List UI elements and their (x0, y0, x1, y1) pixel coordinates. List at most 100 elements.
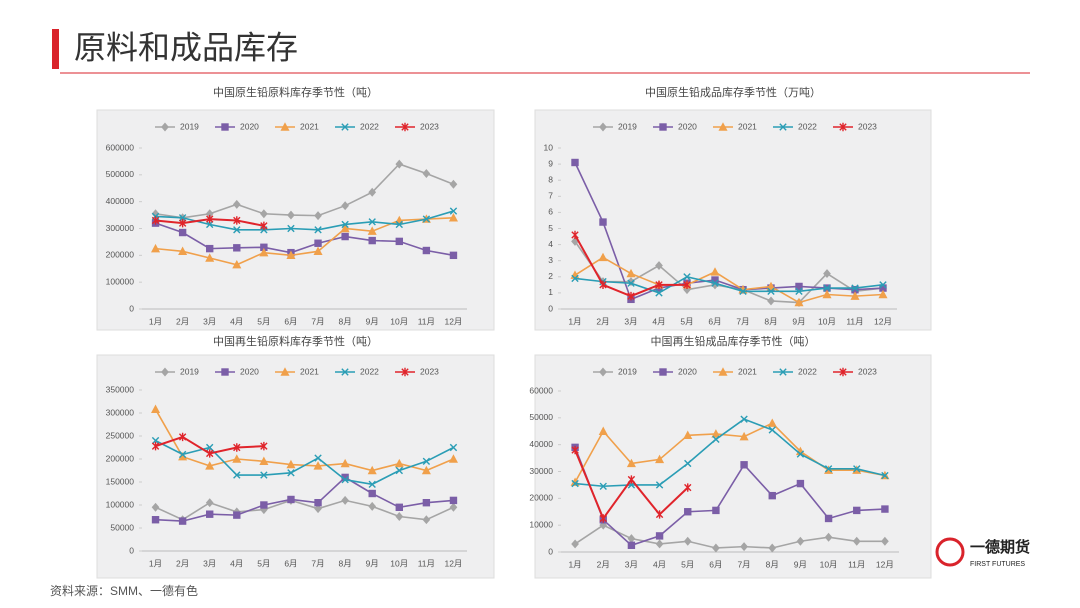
marker (599, 482, 607, 490)
marker (712, 506, 720, 515)
marker (684, 459, 692, 468)
marker (655, 481, 664, 489)
x-tick-label: 2月 (176, 558, 189, 568)
legend-label: 2019 (618, 366, 637, 376)
y-tick-label: 300000 (106, 407, 135, 417)
logo-name: 一德期货 (970, 538, 1030, 556)
marker (395, 512, 404, 521)
marker (178, 228, 187, 237)
x-tick-label: 5月 (257, 558, 270, 568)
marker (711, 279, 719, 287)
marker (599, 218, 607, 226)
marker (768, 426, 776, 434)
marker (286, 250, 296, 260)
marker (341, 220, 349, 229)
x-tick-label: 2月 (597, 559, 610, 569)
marker (341, 201, 349, 211)
marker (739, 431, 749, 441)
x-tick-label: 6月 (709, 559, 722, 569)
x-tick-label: 7月 (311, 558, 324, 568)
y-tick-label: 0 (548, 303, 553, 313)
y-tick-label: 350000 (106, 384, 135, 394)
x-tick-label: 2月 (176, 316, 189, 326)
marker (368, 480, 376, 488)
legend-marker (221, 368, 229, 376)
x-tick-label: 7月 (311, 316, 324, 326)
legend-label: 2023 (420, 366, 439, 376)
marker (655, 532, 664, 540)
x-tick-label: 1月 (149, 558, 162, 568)
legend-label: 2020 (240, 121, 259, 131)
x-tick-label: 12月 (874, 316, 892, 326)
chart-panel (96, 354, 495, 579)
x-tick-label: 9月 (794, 559, 807, 569)
marker (367, 226, 377, 235)
marker (599, 514, 607, 523)
marker (233, 226, 241, 234)
marker (233, 471, 241, 479)
y-tick-label: 10 (544, 142, 554, 152)
marker (655, 261, 663, 270)
marker (683, 280, 691, 290)
x-tick-label: 8月 (339, 316, 352, 326)
x-tick-label: 4月 (652, 316, 665, 326)
series-line (155, 499, 454, 521)
legend-label: 2022 (798, 366, 817, 376)
y-tick-label: 300000 (106, 223, 135, 233)
marker (340, 223, 350, 233)
marker (449, 251, 458, 260)
legend-marker (401, 367, 409, 377)
marker (767, 296, 775, 306)
marker (571, 274, 579, 283)
x-tick-label: 5月 (680, 316, 693, 326)
marker (260, 501, 268, 509)
x-tick-label: 8月 (766, 559, 779, 569)
y-tick-label: 250000 (106, 430, 135, 440)
legend-marker (161, 122, 169, 132)
x-tick-label: 11月 (418, 316, 435, 326)
marker (683, 536, 692, 546)
x-tick-label: 10月 (818, 316, 836, 326)
marker (655, 539, 664, 549)
marker (206, 244, 214, 253)
legend-label: 2021 (300, 121, 319, 131)
legend-marker (401, 122, 409, 132)
y-tick-label: 40000 (529, 439, 553, 449)
x-tick-label: 3月 (624, 316, 637, 326)
x-tick-label: 1月 (568, 559, 581, 569)
legend-label: 2021 (300, 366, 319, 376)
marker (313, 246, 323, 256)
marker (313, 461, 323, 470)
logo-en: FIRST FUTURES (970, 561, 1025, 568)
marker (287, 210, 295, 220)
marker (881, 471, 889, 480)
legend-marker (659, 368, 667, 376)
y-tick-label: 0 (548, 546, 553, 556)
series-line (155, 210, 454, 231)
marker (206, 510, 214, 518)
marker (287, 469, 295, 477)
marker (314, 454, 322, 462)
x-tick-label: 2月 (596, 316, 609, 326)
marker (233, 244, 241, 252)
marker (260, 441, 268, 451)
legend-marker (341, 123, 349, 131)
marker (260, 209, 268, 219)
x-tick-label: 10月 (820, 559, 838, 569)
marker (449, 179, 458, 189)
legend-marker (280, 122, 290, 131)
marker (850, 291, 860, 300)
x-tick-label: 1月 (149, 316, 162, 326)
legend-label: 2020 (678, 366, 697, 376)
x-tick-label: 5月 (257, 316, 270, 326)
marker (422, 246, 431, 255)
x-tick-label: 12月 (444, 316, 462, 326)
marker (233, 443, 241, 452)
marker (206, 214, 214, 224)
marker (627, 475, 636, 484)
marker (824, 532, 833, 542)
y-tick-label: 7 (548, 191, 553, 201)
marker (655, 289, 663, 297)
y-tick-label: 200000 (106, 453, 135, 463)
x-tick-label: 3月 (625, 559, 638, 569)
